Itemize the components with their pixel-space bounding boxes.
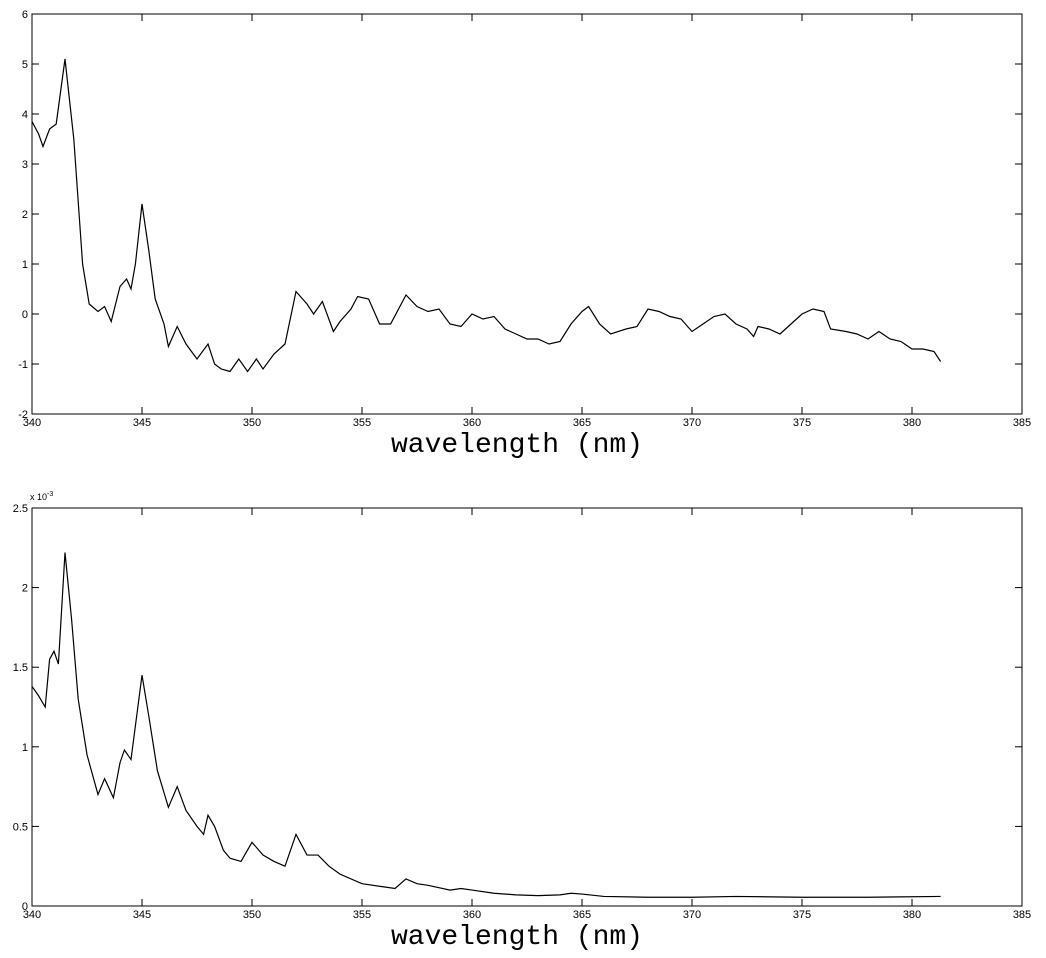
y-tick-label: 1 [22, 259, 28, 271]
axes-box [31, 507, 1023, 907]
y-tick-label: 6 [22, 9, 28, 21]
x-tick-label: 350 [243, 417, 261, 429]
x-tick-label: 370 [683, 909, 701, 921]
y-multiplier-exponent: -3 [47, 491, 53, 498]
y-tick-label: 2.5 [13, 503, 28, 515]
x-tick-label: 360 [463, 417, 481, 429]
y-tick-label: 0.5 [13, 821, 28, 833]
y-tick-label: 2 [22, 209, 28, 221]
y-tick-label: 2 [22, 583, 28, 595]
axes-box [31, 13, 1023, 415]
x-tick-label: 345 [133, 909, 151, 921]
x-tick-label: 370 [683, 417, 701, 429]
x-tick-label: 340 [23, 909, 41, 921]
y-tick-label: 1.5 [13, 662, 28, 674]
x-axis-label: wavelength (nm) [391, 430, 643, 461]
y-tick-label: -1 [18, 359, 28, 371]
x-tick-label: 355 [353, 417, 371, 429]
x-tick-label: 365 [573, 909, 591, 921]
x-tick-label: 340 [23, 417, 41, 429]
x-tick-label: 345 [133, 417, 151, 429]
x-tick-label: 360 [463, 909, 481, 921]
x-tick-label: 385 [1013, 909, 1031, 921]
x-tick-label: 365 [573, 417, 591, 429]
x-tick-label: 380 [903, 909, 921, 921]
x-tick-label: 375 [793, 909, 811, 921]
y-multiplier: x 10-3 [30, 491, 53, 502]
y-tick-label: 1 [22, 742, 28, 754]
data-line [31, 58, 942, 373]
x-tick-label: 385 [1013, 417, 1031, 429]
x-tick-label: 375 [793, 417, 811, 429]
x-tick-label: 355 [353, 909, 371, 921]
y-tick-label: -2 [18, 409, 28, 421]
x-tick-label: 350 [243, 909, 261, 921]
x-axis-label: wavelength (nm) [391, 922, 643, 953]
y-tick-label: 4 [22, 109, 28, 121]
x-tick-label: 380 [903, 417, 921, 429]
y-tick-label: 5 [22, 59, 28, 71]
y-tick-label: 0 [22, 309, 28, 321]
y-tick-label: 3 [22, 159, 28, 171]
y-tick-label: 0 [22, 901, 28, 913]
y-multiplier-base: x 10 [30, 492, 47, 502]
data-line [31, 552, 941, 898]
